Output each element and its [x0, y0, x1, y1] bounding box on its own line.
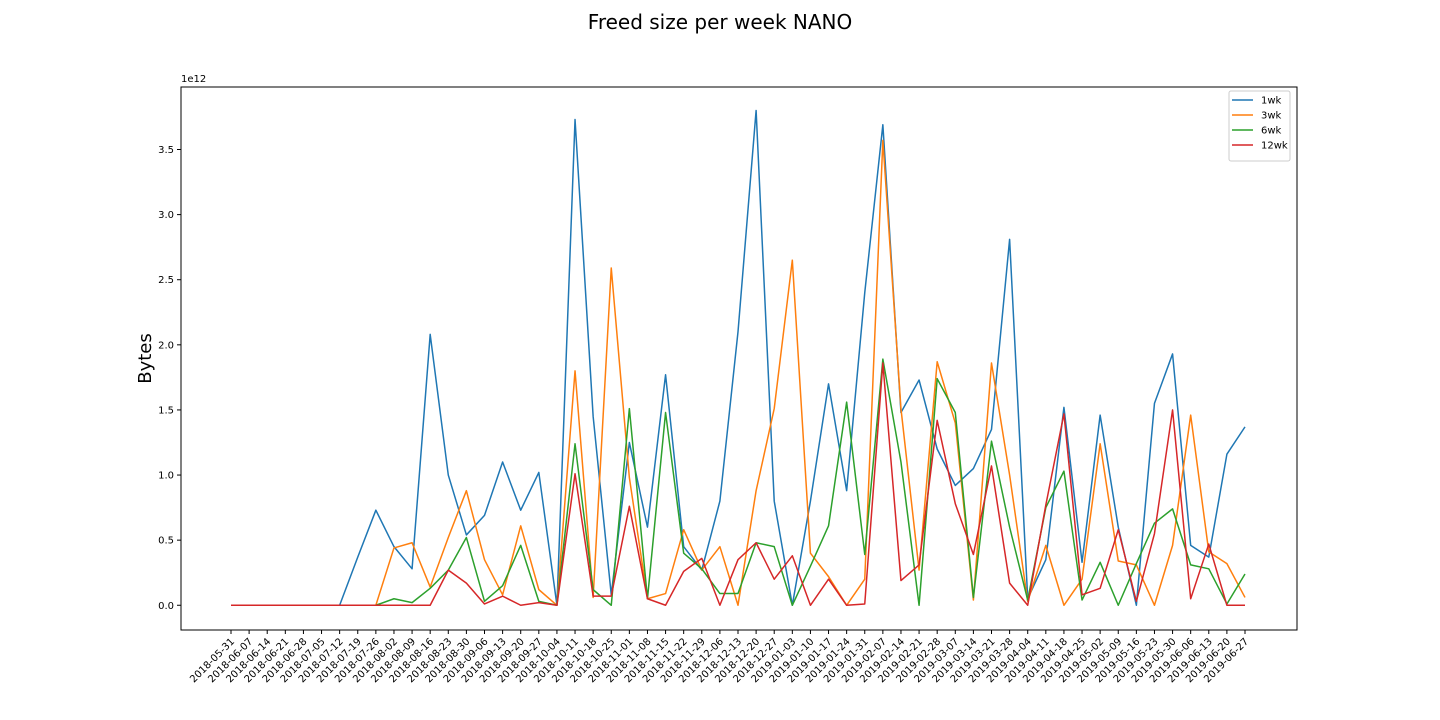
- y-tick-label: 3.5: [158, 145, 174, 156]
- y-tick-label: 0.0: [158, 601, 174, 612]
- y-tick-label: 1.5: [158, 405, 174, 416]
- y-tick-label: 1.0: [158, 471, 174, 482]
- chart-title: Freed size per week NANO: [587, 10, 853, 34]
- series-line-3wk: [231, 139, 1246, 607]
- series-line-12wk: [231, 362, 1245, 607]
- legend-label-1wk: 1wk: [1261, 96, 1282, 107]
- plot-area-frame: [180, 86, 1298, 631]
- y-tick-label: 2.5: [158, 275, 174, 286]
- series-line-6wk: [231, 358, 1246, 607]
- legend-label-12wk: 12wk: [1261, 141, 1288, 152]
- y-tick-label: 3.0: [158, 210, 174, 221]
- y-axis-ticks: 0.0 0.5 1.0 1.5 2.0 2.5 3.0 3.5: [158, 145, 181, 612]
- legend-label-3wk: 3wk: [1261, 111, 1282, 122]
- y-axis-label: Bytes: [135, 333, 156, 384]
- y-tick-label: 2.0: [158, 340, 174, 351]
- x-axis-ticks: 2018-05-312018-06-072018-06-142018-06-21…: [188, 630, 1251, 685]
- legend: 1wk 3wk 6wk 12wk: [1228, 90, 1291, 162]
- legend-box: [1228, 90, 1291, 162]
- y-axis-offset-label: 1e12: [181, 74, 206, 85]
- series-line-1wk: [231, 109, 1246, 607]
- y-tick-label: 0.5: [158, 536, 174, 547]
- chart-marks: [231, 109, 1246, 607]
- legend-label-6wk: 6wk: [1261, 126, 1282, 137]
